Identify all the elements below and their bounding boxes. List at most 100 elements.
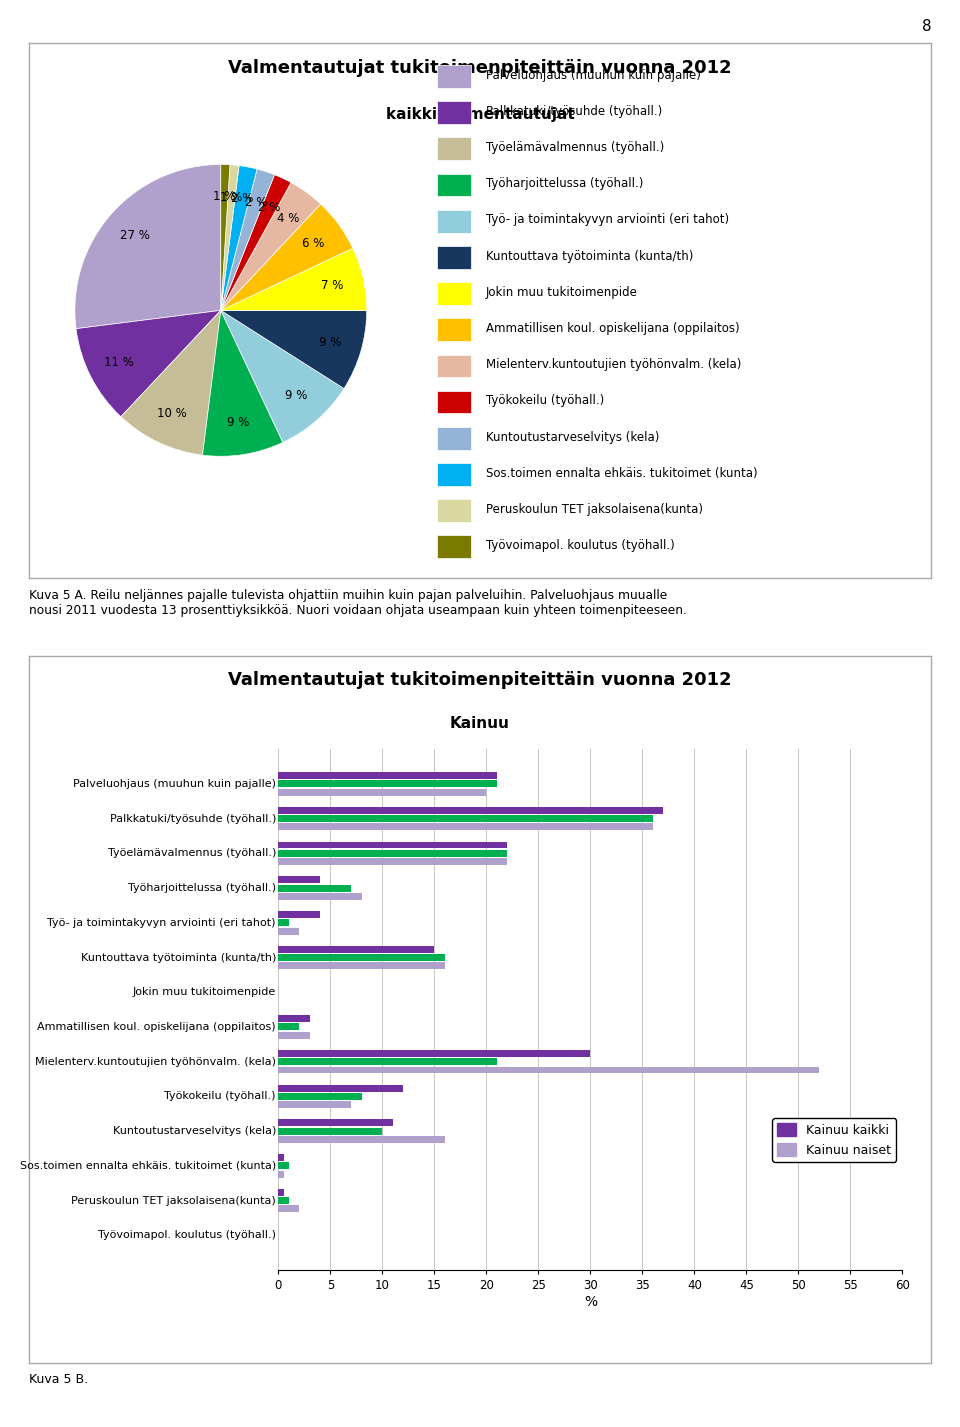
Bar [278,1154,283,1162]
Bar [278,1189,283,1196]
Bar [437,535,471,558]
Text: Palveluohjaus (muuhun kuin pajalle): Palveluohjaus (muuhun kuin pajalle) [486,68,701,81]
Text: 2 %: 2 % [231,193,253,205]
Bar [278,842,507,849]
Text: Mielenterv.kuntoutujien työhönvalm. (kela): Mielenterv.kuntoutujien työhönvalm. (kel… [35,1056,276,1067]
Bar [437,354,471,377]
Text: Kuntouttava työtoiminta (kunta/th): Kuntouttava työtoiminta (kunta/th) [486,250,693,263]
Text: 2 %: 2 % [245,195,267,208]
Bar [278,1015,309,1022]
Text: 6 %: 6 % [301,237,324,250]
Bar [278,1119,393,1126]
Bar [278,962,444,969]
Text: Palkkatuki/työsuhde (työhall.): Palkkatuki/työsuhde (työhall.) [486,104,662,118]
Bar [278,1127,382,1134]
Text: Mielenterv.kuntoutujien työhönvalm. (kela): Mielenterv.kuntoutujien työhönvalm. (kel… [486,358,741,371]
Bar [278,1102,351,1109]
Text: Palveluohjaus (muuhun kuin pajalle): Palveluohjaus (muuhun kuin pajalle) [73,779,276,789]
Bar [437,245,471,268]
Bar [278,1206,300,1213]
Wedge shape [203,311,283,457]
Bar [437,318,471,341]
Bar [278,1050,590,1057]
Text: 2 %: 2 % [258,201,280,214]
Bar [437,101,471,124]
Bar [437,283,471,305]
Bar [278,1136,444,1143]
Bar [437,464,471,485]
Bar [278,946,434,953]
Bar [278,772,497,779]
Legend: Kainuu kaikki, Kainuu naiset: Kainuu kaikki, Kainuu naiset [773,1119,896,1162]
Bar [278,1163,289,1169]
Bar [278,919,289,926]
Text: Työelämävalmennus (työhall.): Työelämävalmennus (työhall.) [486,141,664,154]
Bar [278,1093,362,1100]
Bar [278,806,663,813]
Text: Palkkatuki/työsuhde (työhall.): Palkkatuki/työsuhde (työhall.) [109,813,276,823]
Text: Kuva 5 B.: Kuva 5 B. [29,1373,88,1386]
Text: 1 %: 1 % [213,190,235,203]
Wedge shape [75,164,221,328]
Text: Työharjoittelussa (työhall.): Työharjoittelussa (työhall.) [486,177,643,190]
Wedge shape [221,174,291,311]
Text: 4 %: 4 % [276,211,299,225]
Text: Työkokeilu (työhall.): Työkokeilu (työhall.) [486,394,604,407]
Bar [437,391,471,414]
Bar [437,174,471,197]
Text: 10 %: 10 % [157,407,187,420]
Bar [278,893,362,900]
Text: Kuva 5 A. Reilu neljännes pajalle tulevista ohjattiin muihin kuin pajan palvelui: Kuva 5 A. Reilu neljännes pajalle tulevi… [29,589,686,618]
Bar [278,1023,300,1030]
Text: Valmentautujat tukitoimenpiteittäin vuonna 2012: Valmentautujat tukitoimenpiteittäin vuon… [228,671,732,689]
Bar [278,823,653,831]
Bar [278,858,507,865]
Text: Peruskoulun TET jaksolaisena(kunta): Peruskoulun TET jaksolaisena(kunta) [486,502,703,517]
Bar [278,928,300,935]
Text: Työ- ja toimintakyvyn arviointi (eri tahot): Työ- ja toimintakyvyn arviointi (eri tah… [486,214,729,227]
Text: Jokin muu tukitoimenpide: Jokin muu tukitoimenpide [486,285,637,298]
Text: Kainuu: Kainuu [450,716,510,732]
Wedge shape [221,183,321,311]
Text: 7 %: 7 % [321,280,343,293]
Text: Peruskoulun TET jaksolaisena(kunta): Peruskoulun TET jaksolaisena(kunta) [71,1196,276,1206]
Bar [278,1032,309,1039]
Wedge shape [221,166,257,311]
Bar [437,210,471,233]
Wedge shape [221,311,344,442]
Text: Työ- ja toimintakyvyn arviointi (eri tahot): Työ- ja toimintakyvyn arviointi (eri tah… [47,918,276,928]
Bar [278,885,351,892]
Text: 27 %: 27 % [121,228,151,241]
Text: 9 %: 9 % [319,335,342,348]
Wedge shape [76,311,221,417]
Bar [278,876,320,883]
X-axis label: %: % [584,1294,597,1309]
Text: 11 %: 11 % [105,355,134,368]
Wedge shape [221,164,239,311]
Bar [278,910,320,918]
Bar [278,1059,497,1065]
Text: 1 %: 1 % [221,191,243,204]
Bar [278,1066,819,1073]
Wedge shape [121,311,221,455]
Text: Työvoimapol. koulutus (työhall.): Työvoimapol. koulutus (työhall.) [486,539,675,552]
Bar [278,850,507,856]
Text: Sos.toimen ennalta ehkäis. tukitoimet (kunta): Sos.toimen ennalta ehkäis. tukitoimet (k… [486,467,757,479]
Bar [278,1170,283,1177]
Text: Kuntoutustarveselvitys (kela): Kuntoutustarveselvitys (kela) [112,1126,276,1136]
Text: Ammatillisen koul. opiskelijana (oppilaitos): Ammatillisen koul. opiskelijana (oppilai… [37,1022,276,1032]
Bar [437,499,471,522]
Text: Työelämävalmennus (työhall.): Työelämävalmennus (työhall.) [108,848,276,859]
Bar [278,815,653,822]
Wedge shape [221,164,230,311]
Bar [278,781,497,788]
Text: Sos.toimen ennalta ehkäis. tukitoimet (kunta): Sos.toimen ennalta ehkäis. tukitoimet (k… [20,1160,276,1172]
Text: 9 %: 9 % [228,417,250,430]
Wedge shape [221,204,353,311]
Wedge shape [221,168,275,311]
Text: Ammatillisen koul. opiskelijana (oppilaitos): Ammatillisen koul. opiskelijana (oppilai… [486,323,739,335]
Text: Työharjoittelussa (työhall.): Työharjoittelussa (työhall.) [128,883,276,893]
Text: Kuntoutustarveselvitys (kela): Kuntoutustarveselvitys (kela) [486,431,660,444]
Wedge shape [221,248,367,311]
Text: Jokin muu tukitoimenpide: Jokin muu tukitoimenpide [132,987,276,997]
